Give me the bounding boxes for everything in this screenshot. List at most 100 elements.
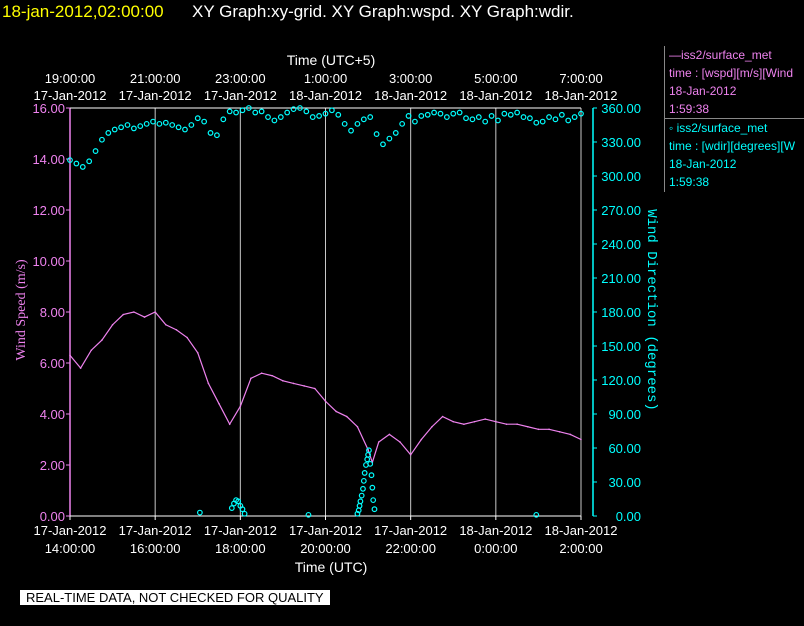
bottom-tick-time-3: 20:00:00	[300, 541, 351, 556]
wdir-point-2-0	[196, 509, 203, 516]
wdir-point-2-13	[358, 492, 365, 499]
wspd-point-13	[207, 382, 210, 385]
wdir-point-1-71	[520, 114, 527, 120]
legend-wdir-date: 18-Jan-2012	[669, 157, 737, 171]
left-tick-label-8: 16.00	[32, 101, 65, 116]
wspd-point-16	[239, 405, 242, 408]
wspd-point-48	[569, 433, 572, 436]
wdir-point-1-20	[194, 115, 201, 122]
wdir-point-1-26	[233, 109, 239, 116]
top-tick-date-6: 18-Jan-2012	[545, 88, 618, 103]
wdir-point-1-53	[405, 113, 412, 119]
left-tick-label-7: 14.00	[32, 152, 65, 167]
right-tick-label-7: 210.00	[601, 271, 641, 286]
wspd-point-31	[388, 433, 391, 436]
top-tick-date-4: 18-Jan-2012	[374, 88, 447, 103]
wdir-point-1-58	[437, 110, 444, 117]
top-axis-label: Time (UTC+5)	[287, 52, 376, 68]
bottom-tick-time-2: 18:00:00	[215, 541, 266, 556]
bottom-tick-date-0: 17-Jan-2012	[34, 523, 107, 538]
bottom-tick-time-1: 16:00:00	[130, 541, 181, 556]
wspd-point-9	[165, 323, 167, 326]
wdir-point-1-9	[124, 122, 131, 128]
wdir-point-2-26	[533, 511, 540, 518]
wspd-point-26	[345, 415, 348, 418]
wspd-point-37	[452, 420, 455, 423]
top-tick-time-5: 5:00:00	[474, 71, 517, 86]
wdir-point-1-74	[539, 118, 546, 125]
wspd-point-28	[367, 448, 369, 451]
right-tick-label-2: 60.00	[608, 441, 641, 456]
quality-disclaimer: REAL-TIME DATA, NOT CHECKED FOR QUALITY	[20, 590, 330, 605]
wspd-point-32	[399, 441, 401, 443]
wdir-point-2-6	[239, 506, 246, 513]
wdir-point-1-66	[488, 113, 495, 119]
wspd-point-42	[505, 423, 508, 426]
wdir-point-1-42	[335, 111, 342, 118]
legend-entry-wspd: —iss2/surface_met time : [wspd][m/s][Win…	[665, 46, 804, 119]
wdir-point-1-62	[463, 115, 469, 122]
right-tick-label-6: 180.00	[601, 305, 641, 320]
wdir-point-2-20	[366, 447, 372, 454]
legend-wspd-date: 18-Jan-2012	[669, 84, 737, 98]
wdir-point-1-76	[552, 116, 559, 123]
top-tick-date-5: 18-Jan-2012	[459, 88, 532, 103]
wdir-point-2-23	[369, 484, 376, 491]
axes	[69, 107, 594, 517]
top-tick-date-3: 18-Jan-2012	[289, 88, 362, 103]
wdir-point-1-72	[527, 115, 533, 122]
top-tick-date-2: 17-Jan-2012	[204, 88, 277, 103]
right-tick-label-11: 330.00	[601, 135, 641, 150]
wdir-point-1-34	[284, 109, 291, 116]
bottom-tick-time-5: 0:00:00	[474, 541, 517, 556]
wspd-point-2	[90, 349, 93, 352]
right-tick-label-12: 360.00	[601, 101, 641, 116]
wdir-point-2-15	[360, 477, 367, 484]
wspd-point-22	[303, 385, 306, 387]
wdir-point-1-25	[226, 108, 233, 115]
wspd-point-36	[441, 415, 444, 418]
right-tick-label-1: 30.00	[608, 475, 641, 490]
wdir-point-1-48	[373, 131, 380, 137]
wdir-point-2-4	[235, 498, 242, 505]
wdir-point-1-31	[265, 114, 271, 120]
wspd-point-45	[537, 428, 540, 431]
wdir-point-1-23	[214, 132, 220, 139]
series-wspd-line	[69, 311, 582, 465]
bottom-tick-date-5: 18-Jan-2012	[459, 523, 532, 538]
wdir-point-1-32	[271, 117, 278, 124]
wspd-point-46	[548, 428, 550, 431]
wspd-point-5	[122, 313, 125, 316]
right-tick-label-8: 240.00	[601, 237, 641, 252]
wspd-point-30	[377, 441, 380, 443]
wdir-point-1-79	[571, 114, 578, 120]
right-tick-label-3: 90.00	[608, 407, 641, 422]
wspd-point-49	[580, 438, 582, 441]
wdir-point-1-54	[412, 118, 418, 125]
wdir-point-1-50	[386, 135, 393, 142]
wdir-point-1-8	[118, 124, 124, 131]
wdir-point-2-9	[354, 510, 361, 517]
title-graphs: XY Graph:xy-grid. XY Graph:wspd. XY Grap…	[192, 2, 574, 21]
wspd-point-1	[79, 367, 82, 369]
wdir-point-2-22	[368, 472, 375, 479]
wspd-point-39	[473, 420, 476, 423]
wdir-point-1-28	[245, 105, 252, 111]
bottom-tick-date-2: 17-Jan-2012	[204, 523, 277, 538]
wdir-point-1-56	[424, 111, 431, 118]
right-axis-label: Wind Direction (degrees)	[643, 209, 659, 411]
bottom-tick-date-1: 17-Jan-2012	[119, 523, 192, 538]
wdir-point-1-2	[79, 164, 86, 170]
legend-wspd-time: 1:59:38	[669, 102, 710, 116]
wdir-point-1-17	[175, 124, 182, 131]
bottom-tick-time-6: 2:00:00	[559, 541, 602, 556]
top-tick-time-2: 23:00:00	[215, 71, 266, 86]
wspd-point-41	[495, 420, 497, 423]
wdir-point-2-12	[357, 498, 364, 505]
wspd-point-8	[154, 311, 156, 313]
wdir-point-1-30	[258, 108, 265, 115]
wdir-point-1-60	[450, 110, 457, 117]
wdir-point-1-37	[303, 108, 310, 115]
right-tick-label-0: 0.00	[616, 509, 641, 524]
wdir-point-2-16	[361, 470, 368, 476]
